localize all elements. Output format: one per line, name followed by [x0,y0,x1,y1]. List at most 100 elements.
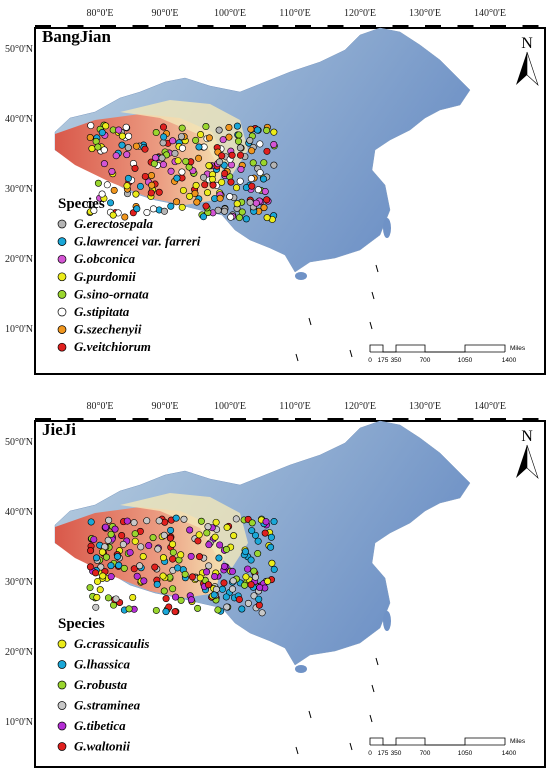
legend-marker [57,307,67,317]
frame-tick [262,25,279,28]
frame-tick [100,418,116,421]
occurrence-point [177,551,185,559]
occurrence-point [228,567,236,575]
occurrence-point [136,562,144,570]
occurrence-point [250,567,258,575]
occurrence-point [100,146,108,154]
occurrence-point [254,550,262,558]
occurrence-point [132,142,140,150]
occurrence-point [90,207,98,215]
legend-marker [57,290,67,299]
occurrence-point [133,572,141,580]
occurrence-point [242,215,250,223]
legend-marker [57,325,67,334]
occurrence-point [181,570,189,578]
frame-tick [197,418,214,421]
occurrence-point [141,145,149,153]
sea-border [371,291,375,300]
lon-label: 80°0'E [87,8,114,19]
occurrence-point [177,596,185,604]
legend-label: G.purdomii [74,269,136,284]
occurrence-point [196,574,204,582]
country-shape [54,420,471,666]
occurrence-point [237,165,245,173]
plateau-high [120,493,248,568]
occurrence-point [178,124,186,132]
occurrence-point [195,154,203,162]
occurrence-point [247,125,255,133]
occurrence-point [201,181,209,189]
occurrence-point [86,563,94,571]
occurrence-point [149,534,157,542]
legend-label: G.obconica [74,251,136,266]
occurrence-point [218,178,226,186]
legend-title: Species [58,196,105,212]
occurrence-point [171,149,179,157]
occurrence-point [192,181,200,189]
frame-tick [197,25,214,28]
occurrence-point [159,572,167,580]
legend-label: G.szechenyii [74,322,142,337]
occurrence-point [248,519,256,527]
north-label: N [521,35,533,52]
panel-title: JieJi [42,420,76,439]
occurrence-point [152,606,160,614]
occurrence-point [107,573,115,581]
occurrence-point [107,530,115,538]
occurrence-point [94,179,102,187]
frame-tick [35,25,51,28]
occurrence-point [270,161,278,169]
occurrence-point [124,174,132,182]
occurrence-point [143,208,151,216]
legend-marker [57,742,67,751]
lat-label: 50°0'N [5,437,33,448]
frame-tick [35,418,51,421]
frame-tick [490,25,506,28]
occurrence-point [172,514,180,522]
occurrence-point [263,147,271,155]
frame-tick [67,418,84,421]
sea-border [295,353,299,362]
scale-unit: Miles [510,345,526,352]
occurrence-point [187,596,195,604]
occurrence-point [118,141,126,149]
occurrence-point [229,577,237,585]
lon-label: 110°0'E [279,8,311,19]
occurrence-point [154,545,162,553]
occurrence-point [150,160,158,168]
occurrence-point [216,541,224,549]
scale-unit: Miles [510,738,526,745]
occurrence-point [223,523,231,531]
occurrence-point [88,145,96,153]
occurrence-point [202,123,210,131]
occurrence-point [86,200,94,208]
lon-label: 130°0'E [409,8,441,19]
frame-tick [360,25,376,28]
scale-label: 1400 [502,750,517,757]
occurrence-point [256,169,264,177]
occurrence-point [172,593,180,601]
scale-label: 0 [368,357,372,364]
lon-label: 140°0'E [474,8,506,19]
legend-marker [57,639,67,649]
occurrence-point [121,213,129,221]
lon-label: 120°0'E [344,401,376,412]
occurrence-point [225,123,233,131]
scale-label: 700 [420,750,431,757]
occurrence-point [159,161,167,169]
sea-border [308,710,312,719]
occurrence-point [223,603,231,611]
scale-label: 1050 [458,750,473,757]
frame-tick [327,25,344,28]
occurrence-point [216,158,224,166]
occurrence-point [242,573,250,581]
occurrence-point [105,516,113,524]
occurrence-point [244,565,252,573]
occurrence-point [92,554,100,562]
occurrence-point [159,123,167,131]
occurrence-point [261,187,269,195]
occurrence-point [180,515,188,523]
occurrence-point [204,523,212,531]
map-panel: 80°0'E 90°0'E 100°0'E 110°0'E 120°0'E 130°0'E… [5,401,546,768]
scale-label: 175 [378,750,389,757]
